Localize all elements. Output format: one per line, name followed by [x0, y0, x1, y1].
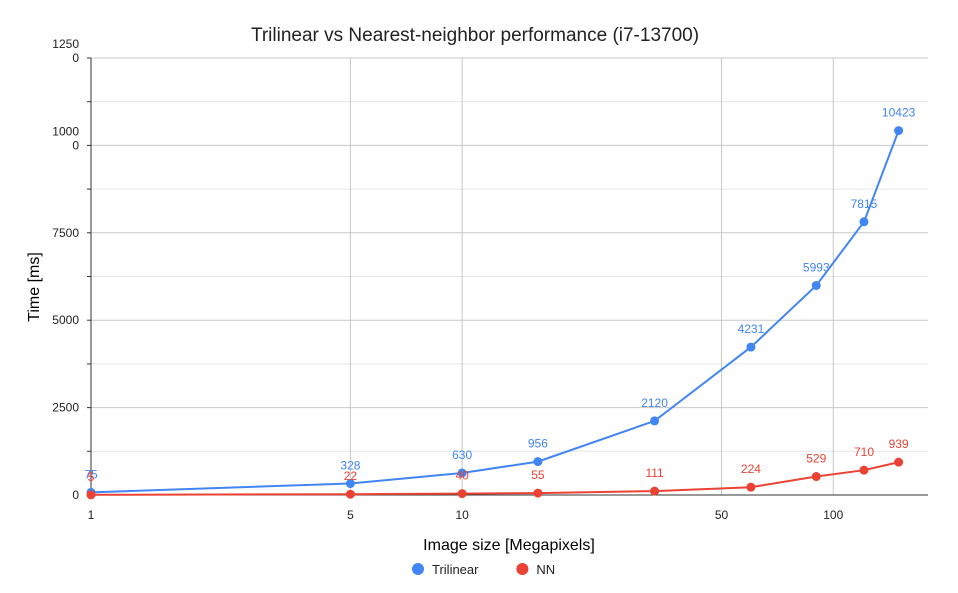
y-tick-label: 1000 0	[52, 124, 79, 152]
data-label-trilinear: 2120	[641, 396, 668, 410]
data-point-nn	[86, 490, 96, 500]
data-point-trilinear	[859, 217, 869, 227]
data-point-trilinear	[345, 479, 355, 489]
data-point-nn	[457, 489, 467, 499]
data-label-nn: 939	[889, 437, 909, 451]
data-label-nn: 22	[344, 469, 358, 483]
x-tick-label: 5	[347, 508, 354, 522]
data-point-nn	[811, 472, 821, 482]
y-tick-label: 1250 0	[52, 37, 79, 65]
y-ticks: 0 2500 5000 7500 1000 0 1250 0	[52, 37, 79, 502]
data-label-nn: 224	[741, 462, 761, 476]
data-point-nn	[650, 486, 660, 496]
legend-label-trilinear: Trilinear	[432, 562, 479, 577]
data-label-trilinear: 10423	[882, 106, 916, 120]
data-label-nn: 529	[806, 452, 826, 466]
y-tick-label: 0	[72, 488, 79, 502]
y-tick-label: 2500	[52, 401, 79, 415]
data-label-nn: 710	[854, 445, 874, 459]
data-label-trilinear: 7815	[851, 197, 878, 211]
data-label-trilinear: 956	[528, 437, 548, 451]
data-point-nn	[894, 457, 904, 467]
y-tick-label: 5000	[52, 313, 79, 327]
x-tick-label: 1	[88, 508, 95, 522]
data-label-trilinear: 75	[84, 467, 98, 481]
data-point-trilinear	[746, 342, 756, 352]
x-tick-label: 50	[715, 508, 729, 522]
data-label-trilinear: 4231	[738, 322, 765, 336]
x-ticks: 1 5 10 50 100	[88, 508, 844, 522]
data-label-nn: 111	[645, 466, 664, 480]
data-label-nn: 5	[88, 470, 95, 484]
legend: Trilinear NN	[412, 562, 555, 577]
y-axis-title: Time [ms]	[26, 252, 43, 322]
legend-marker-nn	[516, 563, 529, 575]
x-tick-label: 100	[823, 508, 843, 522]
series-line-trilinear	[90, 130, 900, 494]
data-point-trilinear	[533, 457, 543, 467]
legend-marker-trilinear	[412, 563, 424, 575]
data-point-nn	[746, 482, 756, 492]
data-point-trilinear	[650, 416, 660, 426]
series-nn: 5 22 40 55 111 224 529 710 939	[86, 437, 909, 500]
data-label-nn: 55	[531, 468, 545, 482]
data-label-nn: 40	[455, 469, 469, 483]
x-tick-label: 10	[455, 508, 469, 522]
y-tick-label: 7500	[52, 226, 79, 240]
grid	[87, 57, 928, 496]
chart-title: Trilinear vs Nearest-neighbor performanc…	[251, 25, 699, 46]
data-point-nn	[345, 489, 355, 499]
data-point-trilinear	[457, 468, 467, 478]
data-label-trilinear: 5993	[803, 260, 830, 274]
data-point-trilinear	[894, 126, 904, 136]
legend-label-nn: NN	[536, 562, 555, 577]
data-point-trilinear	[811, 280, 821, 290]
series-layer: 75 328 630 956 2120 4231 5993 7815 10423 5 22 40 55 1…	[84, 106, 916, 500]
data-label-trilinear: 328	[340, 459, 360, 473]
series-trilinear: 75 328 630 956 2120 4231 5993 7815 10423	[84, 106, 916, 497]
data-label-trilinear: 630	[452, 448, 472, 462]
x-axis-title: Image size [Megapixels]	[423, 537, 595, 554]
data-point-nn	[859, 465, 869, 475]
data-point-nn	[533, 488, 543, 498]
